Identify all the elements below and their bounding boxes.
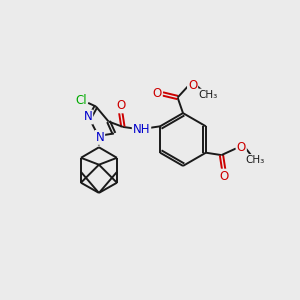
Text: O: O bbox=[237, 141, 246, 154]
Text: NH: NH bbox=[133, 123, 150, 136]
Text: N: N bbox=[83, 110, 92, 124]
Text: Cl: Cl bbox=[75, 94, 87, 107]
Text: O: O bbox=[153, 87, 162, 101]
Text: N: N bbox=[95, 131, 104, 144]
Text: O: O bbox=[188, 79, 197, 92]
Text: CH₃: CH₃ bbox=[246, 155, 265, 165]
Text: CH₃: CH₃ bbox=[198, 89, 218, 100]
Text: O: O bbox=[116, 99, 125, 112]
Text: O: O bbox=[219, 169, 229, 183]
